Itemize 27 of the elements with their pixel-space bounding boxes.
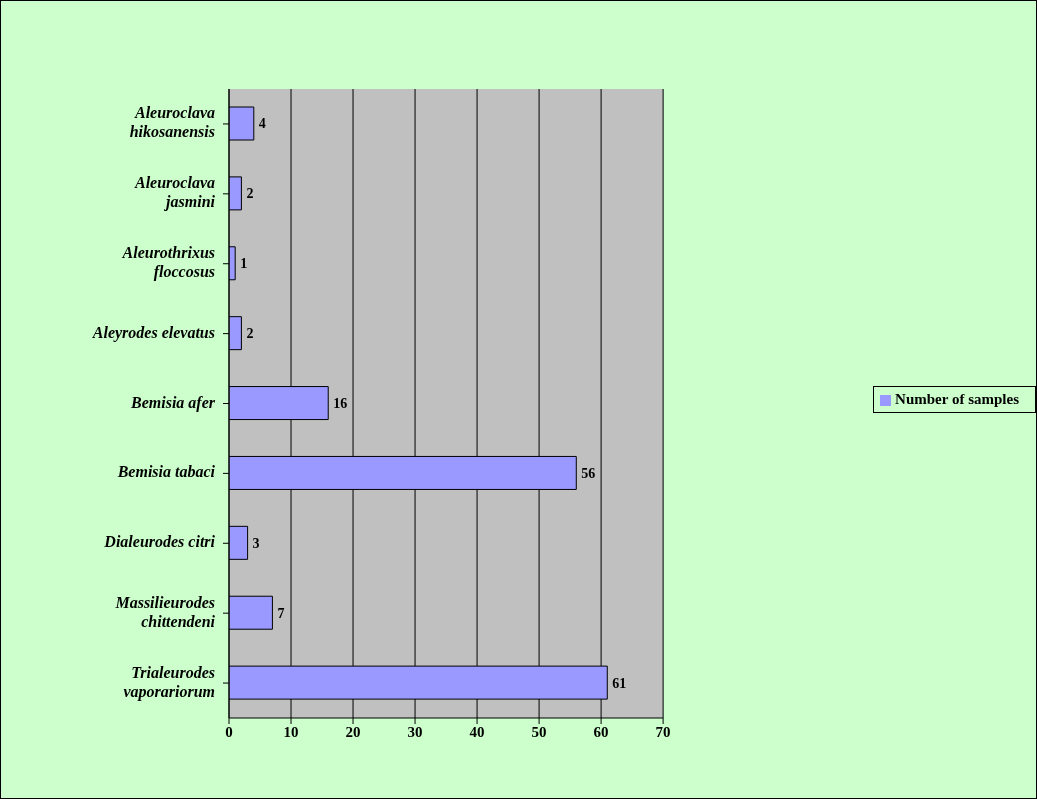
data-label: 2: [246, 186, 254, 202]
data-label: 56: [581, 465, 596, 481]
legend-label: Number of samples: [895, 391, 1019, 407]
data-label: 7: [277, 605, 285, 621]
y-tick-label: Aleuroclava hikosanensis: [129, 104, 215, 141]
data-label: 1: [240, 256, 248, 272]
data-label: 2: [246, 326, 254, 342]
x-tick-label: 70: [655, 723, 671, 740]
x-tick-label: 40: [469, 723, 485, 740]
x-tick-label: 10: [283, 723, 299, 740]
y-tick-label: Dialeurodes citri: [103, 532, 216, 550]
y-tick-label: Bemisia tabaci: [116, 463, 216, 481]
y-tick-label: Bemisia afer: [130, 393, 216, 412]
x-tick-label: 60: [593, 723, 609, 740]
x-tick-label: 30: [407, 723, 423, 740]
x-tick-label: 0: [225, 723, 233, 740]
data-label: 4: [258, 116, 266, 132]
y-tick-label: Aleuroclava jasmini: [134, 174, 216, 212]
data-label: 61: [612, 675, 627, 691]
y-tick-label: Trialeurodes vaporariorum: [123, 663, 215, 701]
x-tick-label: 20: [345, 723, 361, 740]
y-tick-label: Aleyrodes elevatus: [91, 323, 215, 342]
data-label: 16: [333, 396, 348, 412]
y-tick-label: Massilieurodes chittendeni: [114, 593, 216, 630]
x-tick-label: 50: [531, 723, 547, 740]
data-label: 3: [252, 535, 260, 551]
y-tick-label: Aleurothrixus floccosus: [121, 243, 215, 281]
